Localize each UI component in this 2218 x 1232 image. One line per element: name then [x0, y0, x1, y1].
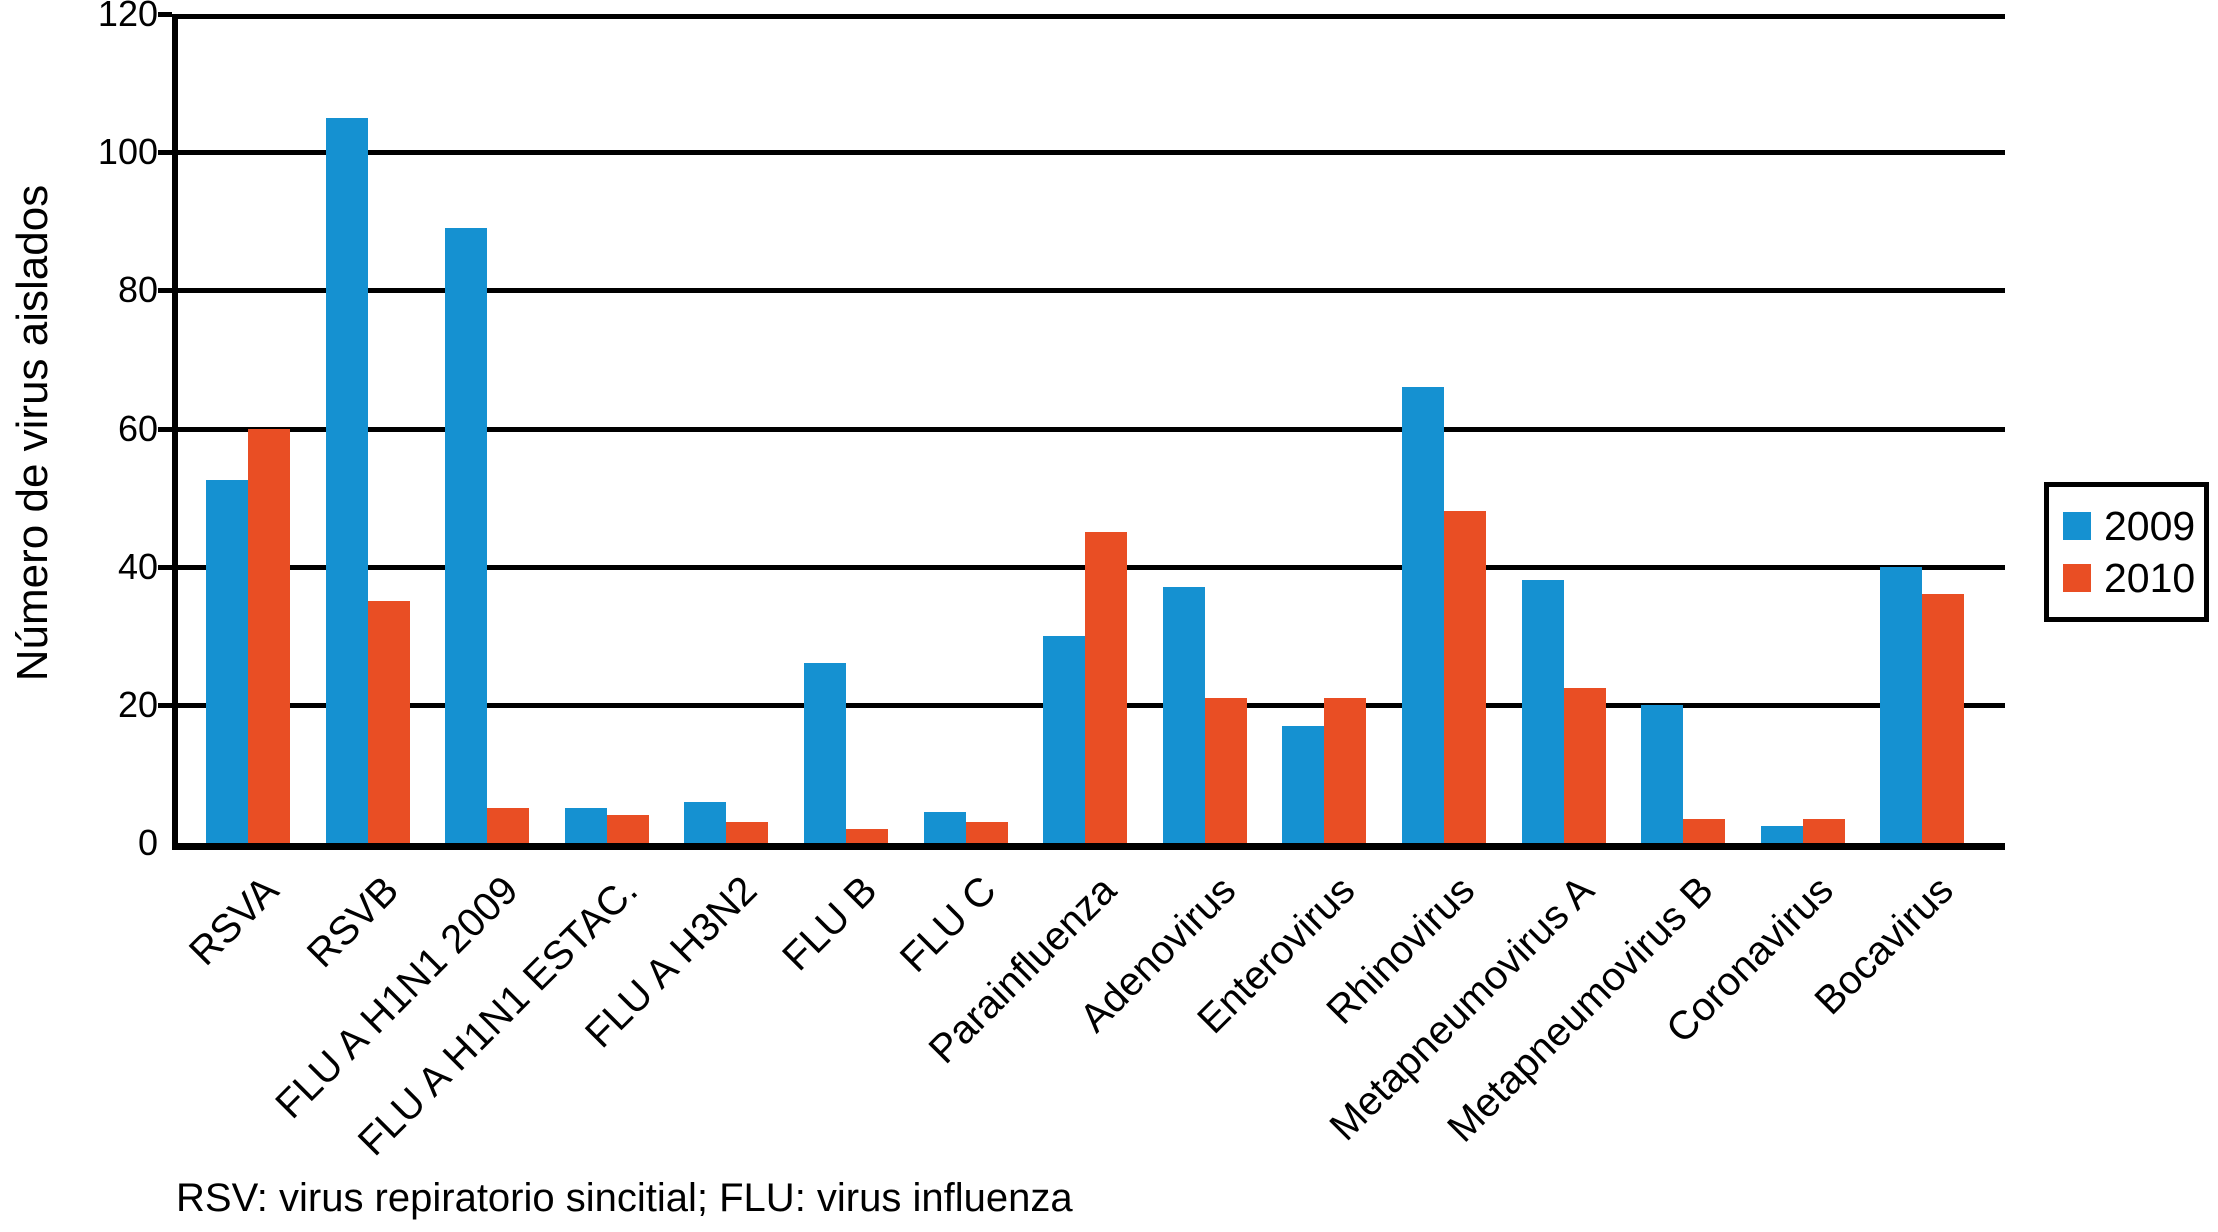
bar-2010-bocavirus	[1922, 594, 1965, 843]
bar-2010-metapneumovirus-a	[1563, 687, 1606, 843]
x-category-label-flu-c: FLU C	[891, 868, 1005, 981]
y-axis-tick-80	[158, 288, 172, 294]
bar-2009-rsvb	[325, 117, 368, 843]
bar-2009-rsva	[206, 480, 248, 843]
gridline-80	[178, 288, 2005, 294]
bar-2010-metapneumovirus-b	[1683, 818, 1726, 843]
bar-2009-rhinovirus	[1402, 387, 1444, 843]
bar-2010-flu-c	[965, 822, 1008, 843]
bar-2010-parainfluenza	[1085, 532, 1128, 843]
legend-item-2010: 2010	[2063, 555, 2204, 601]
bar-2010-adenovirus	[1204, 697, 1247, 843]
x-category-label-rsvb: RSVB	[298, 868, 407, 977]
bar-2009-flu-a-h1n1-2009	[445, 228, 488, 843]
legend-item-2009: 2009	[2063, 503, 2204, 549]
y-axis-tick-20	[158, 702, 172, 708]
bar-2010-coronavirus	[1802, 818, 1845, 843]
bar-2009-metapneumovirus-a	[1521, 580, 1564, 843]
legend-swatch-2009	[2063, 512, 2091, 540]
bar-2009-flu-c	[923, 811, 966, 843]
y-tick-label-120: 120	[97, 0, 158, 34]
y-tick-label-0: 0	[137, 822, 158, 863]
bar-2009-flu-a-h1n1-estac-	[564, 808, 607, 843]
bar-2010-flu-b	[846, 829, 888, 843]
bar-2010-rsva	[248, 428, 290, 843]
bar-2010-rsvb	[367, 601, 410, 843]
bar-2010-flu-a-h1n1-estac-	[606, 815, 649, 843]
bar-2009-metapneumovirus-b	[1641, 704, 1684, 843]
y-tick-label-40: 40	[117, 545, 158, 587]
y-axis-tick-100	[158, 150, 172, 156]
bar-2009-adenovirus	[1162, 587, 1205, 843]
footnote: RSV: virus repiratorio sincitial; FLU: v…	[176, 1176, 1073, 1220]
legend: 2009 2010	[2044, 482, 2209, 622]
x-category-label-flu-b: FLU B	[773, 868, 886, 980]
bar-2009-bocavirus	[1880, 566, 1923, 843]
gridline-60	[178, 426, 2005, 432]
legend-label-2009: 2009	[2104, 503, 2196, 549]
plot-area	[158, 12, 2005, 850]
x-category-label-rsva: RSVA	[181, 868, 288, 975]
bar-2009-parainfluenza	[1043, 635, 1086, 843]
bar-2009-flu-a-h3n2	[684, 801, 727, 843]
gridline-100	[178, 150, 2005, 156]
bar-2009-coronavirus	[1760, 825, 1803, 843]
y-tick-label-80: 80	[117, 269, 158, 311]
y-axis-tick-40	[158, 564, 172, 570]
bar-2010-enterovirus	[1324, 697, 1367, 843]
bar-2009-flu-b	[804, 663, 846, 843]
y-tick-label-20: 20	[117, 683, 158, 725]
y-axis-tick-60	[158, 426, 172, 432]
legend-label-2010: 2010	[2104, 555, 2196, 601]
bar-2010-flu-a-h3n2	[726, 822, 769, 843]
y-tick-label-100: 100	[97, 131, 158, 173]
bar-2010-rhinovirus	[1444, 511, 1486, 843]
y-axis-tick-120	[158, 12, 172, 17]
bar-2009-enterovirus	[1282, 725, 1325, 843]
legend-swatch-2010	[2063, 564, 2091, 592]
y-tick-label-60: 60	[117, 407, 158, 449]
bar-2010-flu-a-h1n1-2009	[487, 808, 530, 843]
gridline-120	[178, 14, 2005, 19]
